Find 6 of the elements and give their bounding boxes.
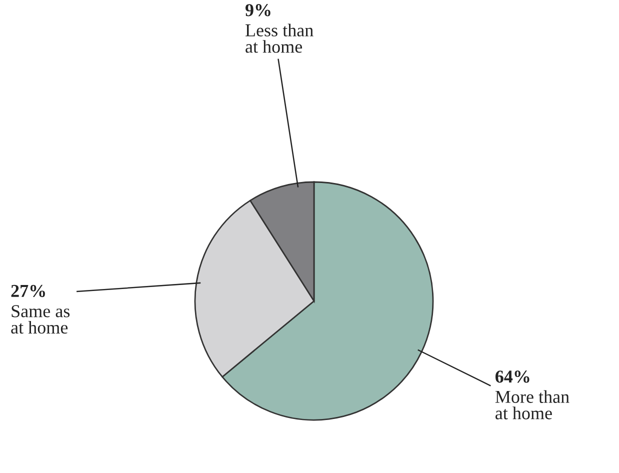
slice-label: Less than at home [246,24,314,53]
data-label: 27% [11,284,45,298]
slice-label: More than at home [495,390,570,420]
data-label: 64% [496,370,530,383]
data-label: 9% [245,4,270,16]
slice-label: Same as at home [11,305,70,334]
